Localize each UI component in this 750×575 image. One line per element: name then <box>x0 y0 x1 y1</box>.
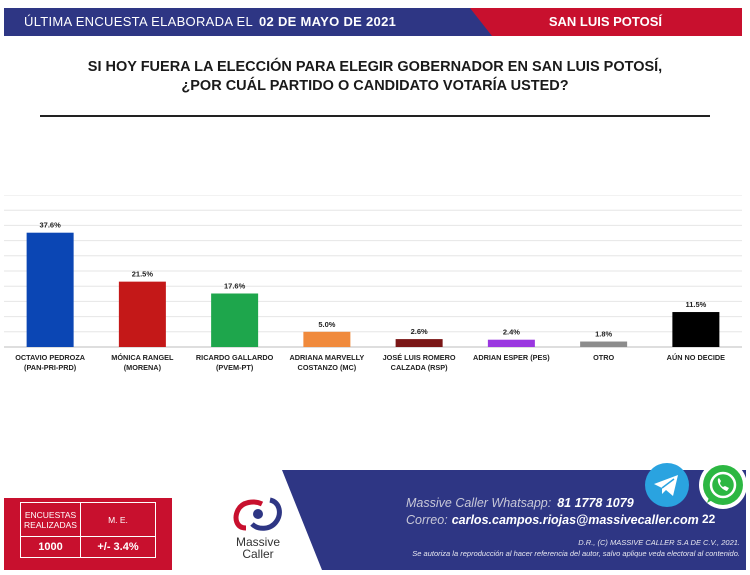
category-label: OCTAVIO PEDROZA <box>15 353 86 362</box>
bar <box>487 339 535 347</box>
survey-date-label: ÚLTIMA ENCUESTA ELABORADA EL 02 DE MAYO D… <box>24 14 396 29</box>
bar-value-label: 5.0% <box>318 320 335 329</box>
header-band: ÚLTIMA ENCUESTA ELABORADA EL 02 DE MAYO D… <box>4 8 742 36</box>
bar-value-label: 21.5% <box>132 270 154 279</box>
bar-chart: 37.6% 21.5% 17.6% 5.0% 2.6% 2.4% 1.8% 11.5% OCT… <box>4 195 742 372</box>
survey-date-prefix: ÚLTIMA ENCUESTA ELABORADA EL <box>24 14 253 29</box>
copyright-line-2: Se autoriza la reproducción al hacer ref… <box>412 549 740 558</box>
bar-value-label: 2.4% <box>503 328 520 337</box>
category-label: ADRIANA MARVELLY <box>290 353 365 362</box>
bar <box>672 312 720 347</box>
footer: ENCUESTAS REALIZADAS M. E. 1000 +/- 3.4%… <box>4 461 747 570</box>
question-divider <box>40 115 710 117</box>
email-contact: Correo: carlos.campos.riojas@massivecalle… <box>406 513 699 527</box>
telegram-icon[interactable] <box>644 462 690 508</box>
massive-caller-logo: Massive Caller <box>218 492 298 564</box>
page-number: 22 <box>702 512 716 526</box>
surveys-value: 1000 <box>21 537 81 557</box>
region-label: SAN LUIS POTOSÍ <box>548 14 662 29</box>
question-line-1: SI HOY FUERA LA ELECCIÓN PARA ELEGIR GOB… <box>87 59 663 75</box>
chart-gridlines <box>4 195 742 348</box>
bar-value-label: 37.6% <box>39 221 61 230</box>
bar-value-label: 1.8% <box>595 330 612 339</box>
footer-background <box>4 470 746 570</box>
category-label: ADRIAN ESPER (PES) <box>473 353 550 362</box>
whatsapp-number: 81 1778 1079 <box>557 496 634 510</box>
bar <box>211 293 259 347</box>
logo-icon <box>233 497 282 531</box>
margin-error-label: M. E. <box>81 503 155 537</box>
category-label: CALZADA (RSP) <box>391 363 448 372</box>
bar <box>580 341 628 347</box>
survey-question: SI HOY FUERA LA ELECCIÓN PARA ELEGIR GOB… <box>40 58 710 96</box>
header-background <box>4 8 742 36</box>
copyright-line-1: D.R., (C) MASSIVE CALLER S.A DE C.V., 20… <box>578 538 740 547</box>
bar-value-label: 17.6% <box>224 281 246 290</box>
bar-value-label: 2.6% <box>411 327 428 336</box>
category-label: MÓNICA RANGEL <box>111 353 174 362</box>
logo-line-1: Massive <box>235 535 280 549</box>
whatsapp-label: Massive Caller Whatsapp: <box>406 496 552 510</box>
category-label: OTRO <box>593 353 614 362</box>
chart-category-labels: OCTAVIO PEDROZA(PAN-PRI-PRD) MÓNICA RANGE… <box>15 353 725 372</box>
whatsapp-contact: Massive Caller Whatsapp: 81 1778 1079 <box>406 496 634 510</box>
email-label: Correo: <box>406 513 448 527</box>
bar <box>303 331 351 347</box>
category-label: RICARDO GALLARDO <box>196 353 274 362</box>
whatsapp-icon[interactable] <box>698 460 748 510</box>
category-label: COSTANZO (MC) <box>298 363 357 372</box>
bar <box>26 232 74 347</box>
bar <box>118 281 166 347</box>
chart-bars <box>26 232 720 347</box>
surveys-label: ENCUESTAS REALIZADAS <box>21 503 81 537</box>
category-label: (PVEM-PT) <box>216 363 254 372</box>
margin-error-value: +/- 3.4% <box>97 541 139 553</box>
category-label: JOSÉ LUIS ROMERO <box>383 353 456 362</box>
email-address[interactable]: carlos.campos.riojas@massivecaller.com <box>451 513 699 527</box>
category-label: (PAN-PRI-PRD) <box>24 363 77 372</box>
question-line-2: ¿POR CUÁL PARTIDO O CANDIDATO VOTARÍA US… <box>181 78 569 94</box>
survey-stats-table: ENCUESTAS REALIZADAS M. E. 1000 +/- 3.4% <box>20 502 156 558</box>
category-label: AÚN NO DECIDE <box>667 353 726 362</box>
survey-date: 02 DE MAYO DE 2021 <box>259 14 397 29</box>
bar <box>395 339 443 347</box>
chart-value-labels: 37.6% 21.5% 17.6% 5.0% 2.6% 2.4% 1.8% 11.5% <box>39 221 706 339</box>
bar-value-label: 11.5% <box>685 300 706 309</box>
category-label: (MORENA) <box>124 363 162 372</box>
logo-line-2: Caller <box>242 547 274 561</box>
